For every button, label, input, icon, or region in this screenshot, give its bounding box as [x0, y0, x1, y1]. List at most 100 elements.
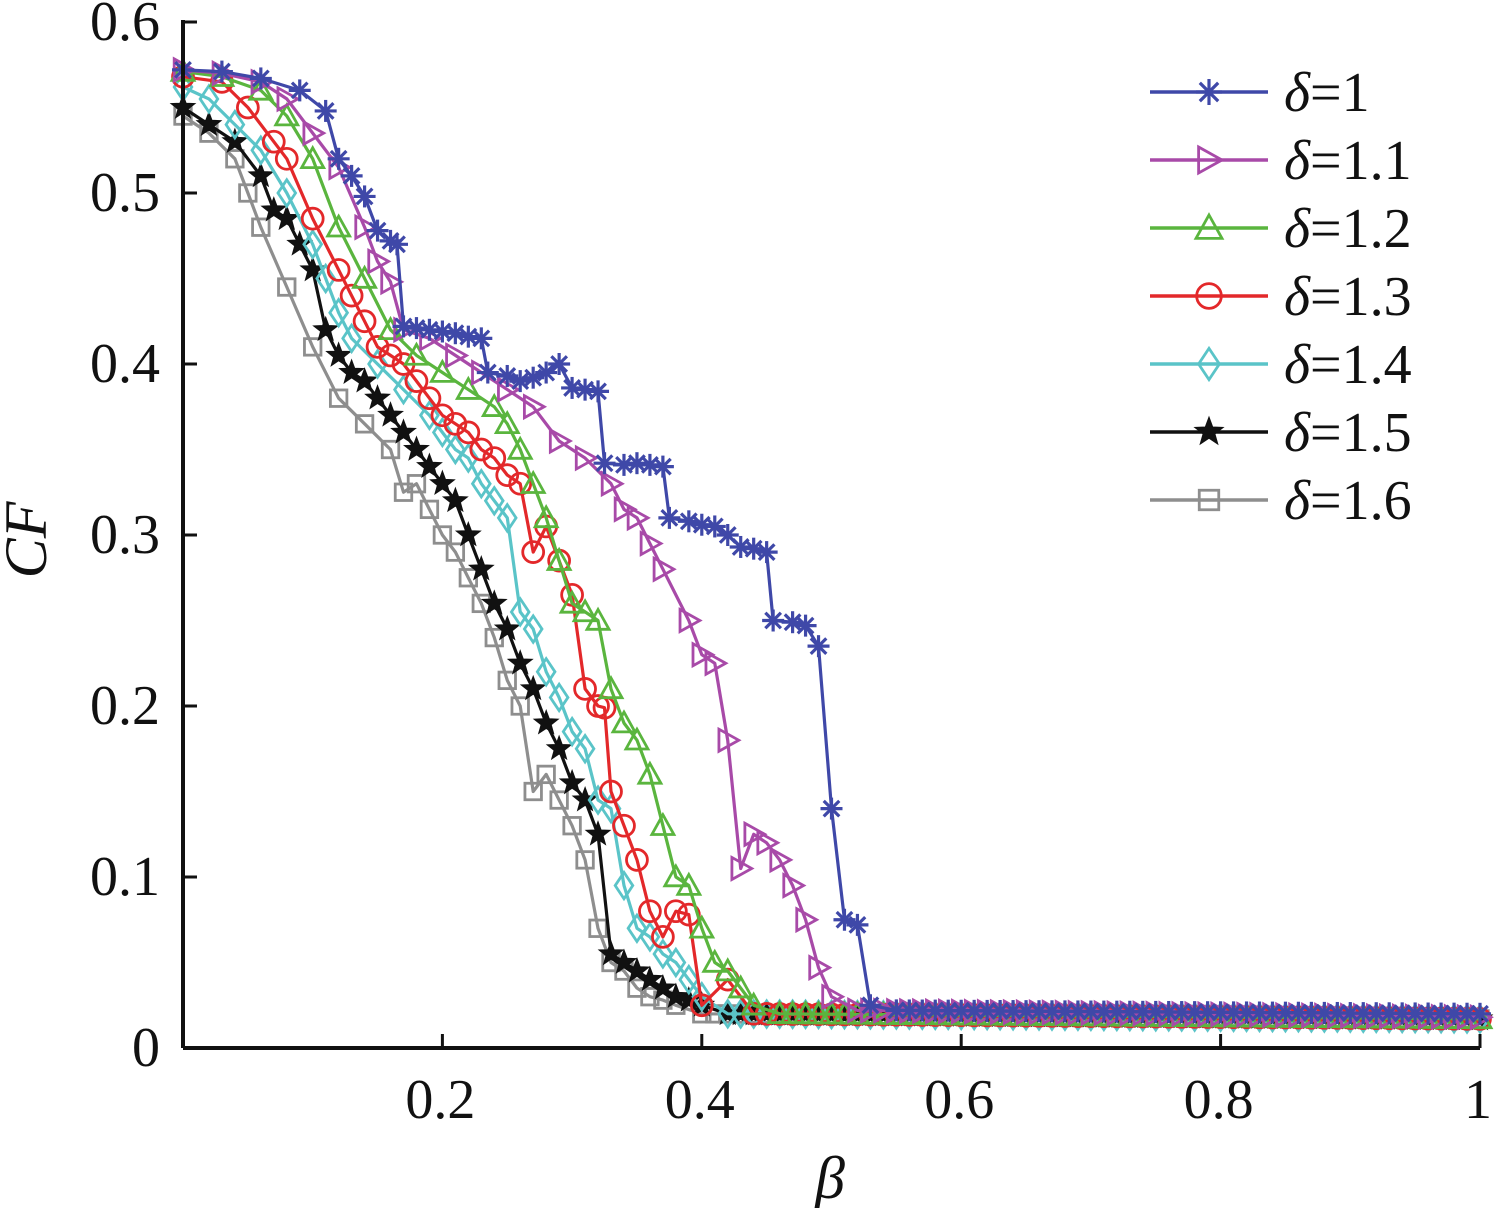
- legend-item: δ=1.5: [1150, 402, 1412, 464]
- data-point: [405, 317, 428, 340]
- data-point: [224, 108, 246, 141]
- data-point: [380, 439, 401, 460]
- data-point: [406, 474, 427, 494]
- data-point: [652, 555, 677, 583]
- data-point: [480, 392, 508, 417]
- data-point: [818, 1000, 845, 1025]
- data-point: [367, 348, 389, 380]
- data-point: [247, 161, 275, 188]
- data-point: [651, 924, 675, 949]
- data-point: [571, 785, 599, 812]
- data-point: [651, 455, 674, 478]
- y-axis-label: CF: [0, 500, 59, 578]
- data-point: [678, 963, 700, 996]
- data-point: [701, 948, 729, 973]
- data-point: [691, 641, 716, 669]
- data-point: [782, 872, 807, 899]
- data-point: [274, 146, 299, 171]
- data-point: [704, 649, 729, 677]
- data-point: [636, 965, 664, 991]
- data-point: [457, 442, 479, 474]
- data-point: [636, 760, 664, 785]
- legend-label: δ=1.5: [1284, 402, 1412, 464]
- data-point: [532, 504, 560, 529]
- data-point: [779, 1000, 806, 1025]
- data-point: [756, 829, 781, 857]
- data-point: [225, 149, 245, 169]
- data-point: [626, 504, 651, 532]
- data-point: [689, 993, 714, 1018]
- data-point: [678, 607, 703, 634]
- data-point: [260, 196, 288, 222]
- data-point: [288, 79, 311, 102]
- data-point: [261, 129, 286, 154]
- data-point: [470, 327, 493, 350]
- data-point: [404, 369, 429, 393]
- data-point: [454, 520, 482, 547]
- data-point: [548, 427, 574, 455]
- data-point: [508, 471, 533, 496]
- data-point: [198, 83, 220, 115]
- data-point: [847, 997, 872, 1024]
- data-point: [509, 370, 532, 393]
- data-point: [522, 613, 544, 645]
- data-point: [535, 656, 557, 688]
- data-point: [238, 183, 258, 203]
- data-point: [623, 956, 651, 983]
- data-point: [236, 95, 260, 120]
- data-point: [276, 177, 298, 209]
- data-point: [1195, 282, 1223, 310]
- data-point: [340, 164, 363, 187]
- data-point: [639, 530, 664, 557]
- data-point: [675, 871, 703, 896]
- data-point: [497, 670, 517, 690]
- x-tick-label: 0.6: [924, 1069, 994, 1131]
- data-point: [792, 1000, 819, 1025]
- data-point: [610, 948, 638, 974]
- data-point: [562, 816, 582, 836]
- data-point: [703, 515, 726, 538]
- data-point: [444, 433, 466, 466]
- legend-label: δ=1: [1284, 62, 1370, 124]
- legend-item: δ=1: [1150, 62, 1370, 124]
- data-point: [549, 790, 569, 810]
- data-point: [367, 248, 392, 275]
- data-point: [613, 869, 635, 902]
- legend-item: δ=1.6: [1150, 470, 1412, 532]
- data-point: [548, 353, 571, 375]
- data-point: [432, 525, 453, 545]
- data-point: [548, 681, 570, 714]
- data-point: [352, 309, 377, 334]
- y-tick-label: 0.2: [90, 675, 160, 737]
- data-point: [911, 999, 934, 1022]
- data-point: [493, 614, 521, 641]
- data-point: [755, 541, 778, 564]
- data-point: [509, 596, 531, 628]
- y-tick-label: 0.6: [90, 0, 160, 53]
- data-point: [429, 469, 456, 496]
- data-point: [299, 144, 327, 170]
- data-point: [762, 609, 785, 632]
- data-point: [302, 228, 324, 261]
- data-point: [303, 337, 323, 357]
- data-point: [821, 983, 846, 1011]
- data-point: [769, 846, 794, 874]
- data-point: [417, 386, 442, 411]
- legend-label: δ=1.4: [1284, 334, 1412, 396]
- data-point: [339, 283, 364, 308]
- data-point: [380, 268, 405, 296]
- data-point: [545, 546, 573, 571]
- data-point: [1456, 1002, 1479, 1025]
- data-point: [493, 409, 521, 435]
- x-axis-label: β: [814, 1145, 845, 1208]
- data-point: [495, 463, 520, 487]
- data-point: [325, 213, 353, 238]
- data-point: [575, 850, 595, 870]
- data-point: [593, 452, 616, 475]
- data-point: [521, 540, 546, 564]
- data-point: [545, 734, 573, 761]
- data-point: [820, 797, 843, 820]
- y-tick-label: 0: [132, 1017, 160, 1079]
- data-point: [1197, 144, 1225, 176]
